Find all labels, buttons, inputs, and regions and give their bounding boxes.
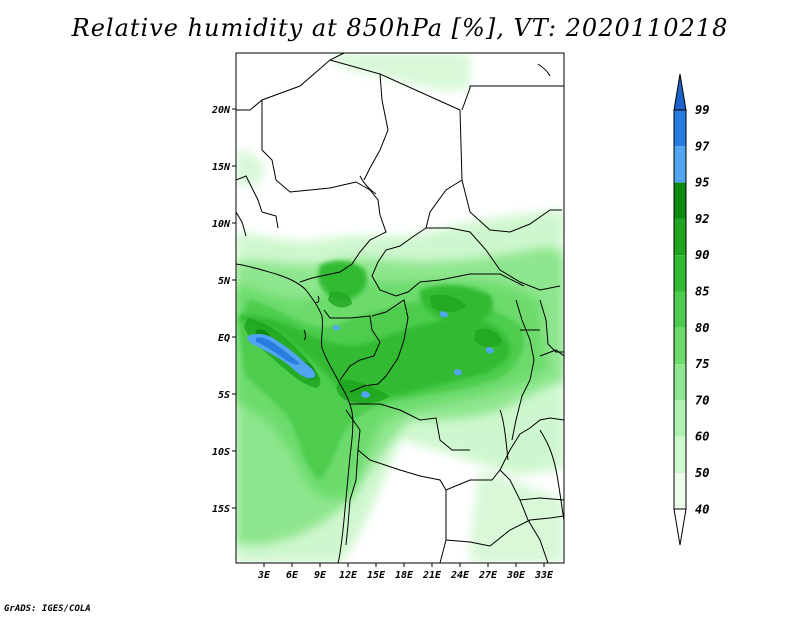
lon-tick-label: 3E bbox=[257, 570, 271, 581]
footer-credit: GrADS: IGES/COLA bbox=[4, 604, 91, 614]
humidity-field bbox=[236, 53, 564, 563]
lat-tick-label: 5S bbox=[218, 390, 230, 401]
lon-tick-label: 12E bbox=[339, 570, 358, 581]
lat-tick-label: 10S bbox=[212, 447, 230, 458]
lon-tick-label: 30E bbox=[506, 570, 526, 581]
lon-tick-label: 9E bbox=[314, 570, 327, 581]
colorbar-label: 60 bbox=[695, 430, 709, 444]
colorbar: 99 97 95 92 90 85 80 75 70 60 50 40 bbox=[673, 73, 710, 546]
colorbar-label: 85 bbox=[695, 285, 709, 299]
colorbar-swatch bbox=[674, 473, 686, 510]
colorbar-swatch bbox=[674, 291, 686, 328]
colorbar-label: 95 bbox=[695, 176, 709, 190]
colorbar-label: 92 bbox=[695, 212, 709, 226]
lon-tick-label: 27E bbox=[478, 570, 498, 581]
lat-tick-label: 15S bbox=[212, 504, 230, 515]
lon-tick-label: 6E bbox=[286, 570, 299, 581]
lat-tick-label: 15N bbox=[212, 162, 231, 173]
colorbar-swatch bbox=[674, 110, 686, 147]
colorbar-label: 90 bbox=[695, 248, 709, 262]
lat-tick-label: 5N bbox=[218, 276, 231, 287]
coastline bbox=[236, 63, 564, 563]
lon-tick-label: 24E bbox=[450, 570, 470, 581]
colorbar-label: 75 bbox=[695, 357, 709, 371]
colorbar-swatch bbox=[674, 436, 686, 473]
colorbar-swatch bbox=[674, 146, 686, 183]
colorbar-label: 97 bbox=[695, 139, 710, 153]
colorbar-labels: 99 97 95 92 90 85 80 75 70 60 50 40 bbox=[695, 103, 710, 516]
lon-tick-label: 15E bbox=[367, 570, 386, 581]
colorbar-swatch bbox=[674, 364, 686, 401]
colorbar-swatch bbox=[674, 255, 686, 292]
map-panel bbox=[236, 53, 564, 563]
lon-tick-label: 21E bbox=[422, 570, 442, 581]
map-title: Relative humidity at 850hPa [%], VT: 202… bbox=[71, 14, 729, 42]
colorbar-label: 99 bbox=[695, 103, 709, 117]
colorbar-label: 50 bbox=[695, 466, 709, 480]
latitude-axis: 20N 15N 10N 5N EQ 5S 10S 15S bbox=[211, 105, 236, 515]
colorbar-swatch bbox=[674, 327, 686, 365]
colorbar-label: 80 bbox=[695, 321, 709, 335]
colorbar-swatch bbox=[674, 400, 686, 437]
colorbar-swatch bbox=[674, 182, 686, 219]
colorbar-label: 40 bbox=[695, 502, 709, 516]
longitude-axis: 3E 6E 9E 12E 15E 18E 21E 24E 27E 30E 33E bbox=[257, 563, 554, 581]
lat-tick-label: 10N bbox=[212, 219, 231, 230]
country-borders bbox=[236, 53, 564, 563]
colorbar-bottom-arrow bbox=[673, 508, 687, 546]
lon-tick-label: 18E bbox=[395, 570, 414, 581]
colorbar-swatch bbox=[674, 218, 686, 256]
lon-tick-label: 33E bbox=[534, 570, 554, 581]
colorbar-label: 70 bbox=[695, 393, 709, 407]
map-frame bbox=[235, 52, 565, 564]
lat-tick-label: EQ bbox=[218, 333, 230, 344]
lat-tick-label: 20N bbox=[211, 105, 231, 116]
colorbar-top-arrow bbox=[673, 73, 687, 111]
colorbar-swatches bbox=[673, 109, 687, 510]
